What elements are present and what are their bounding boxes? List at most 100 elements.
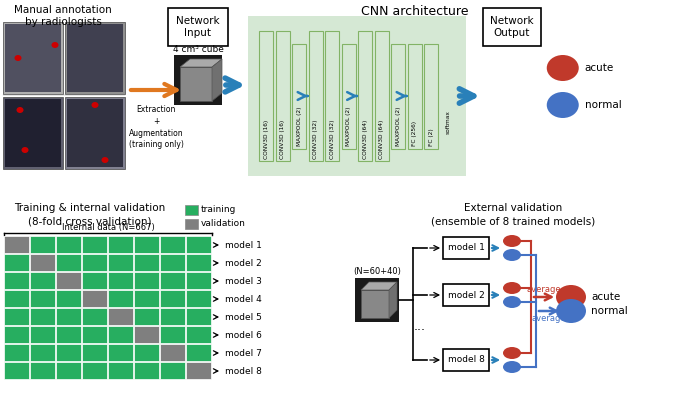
Bar (56, 290, 81, 307)
Bar (30, 236, 55, 253)
Text: FC (2): FC (2) (429, 129, 434, 147)
Polygon shape (180, 59, 222, 67)
Bar (276, 31, 290, 161)
Text: model 1: model 1 (447, 244, 484, 253)
Bar (424, 44, 438, 148)
Polygon shape (212, 59, 222, 101)
Bar (160, 272, 185, 289)
Bar (3, 97, 63, 169)
Bar (65, 22, 125, 94)
Bar (443, 284, 489, 306)
Bar (67, 99, 123, 167)
Bar (292, 44, 306, 148)
Bar (134, 362, 159, 379)
Text: training: training (201, 206, 236, 215)
Bar (186, 290, 211, 307)
Text: CONV3D (32): CONV3D (32) (329, 120, 335, 159)
Bar (5, 24, 61, 92)
Bar (186, 326, 211, 343)
Bar (82, 362, 107, 379)
Bar (108, 326, 133, 343)
Text: softmax: softmax (445, 110, 450, 134)
Text: (N=60+40): (N=60+40) (353, 267, 401, 276)
Bar (174, 55, 222, 105)
Text: MAXPOOL (2): MAXPOOL (2) (346, 107, 351, 147)
Bar (358, 31, 372, 161)
Bar (160, 254, 185, 271)
Bar (4, 290, 29, 307)
Text: model 8: model 8 (447, 356, 484, 364)
Ellipse shape (503, 282, 521, 294)
Bar (160, 236, 185, 253)
Text: Network
Input: Network Input (176, 16, 220, 38)
Ellipse shape (14, 55, 21, 61)
Bar (134, 236, 159, 253)
Bar (67, 24, 123, 92)
Bar (4, 308, 29, 325)
Bar (4, 236, 29, 253)
Bar (160, 344, 185, 361)
Text: Training & internal validation
(8-fold cross validation): Training & internal validation (8-fold c… (14, 203, 166, 226)
Text: Network
Output: Network Output (490, 16, 534, 38)
Bar (186, 362, 211, 379)
Text: FC (256): FC (256) (412, 122, 417, 147)
Bar (82, 326, 107, 343)
Text: External validation
(ensemble of 8 trained models): External validation (ensemble of 8 train… (431, 203, 595, 226)
Bar (160, 362, 185, 379)
Text: ...: ... (414, 320, 426, 333)
Text: CONV3D (64): CONV3D (64) (379, 120, 384, 159)
Bar (56, 236, 81, 253)
Ellipse shape (556, 285, 586, 309)
Ellipse shape (503, 249, 521, 261)
Text: average: average (527, 285, 561, 294)
Bar (108, 344, 133, 361)
Bar (30, 308, 55, 325)
Text: model 3: model 3 (225, 276, 262, 286)
Bar (186, 272, 211, 289)
Bar (56, 254, 81, 271)
Bar (82, 254, 107, 271)
Ellipse shape (51, 42, 58, 48)
Bar (134, 308, 159, 325)
Bar (134, 290, 159, 307)
Bar (186, 254, 211, 271)
Bar (483, 8, 540, 46)
Ellipse shape (556, 299, 586, 323)
Text: 4 cm³ cube: 4 cm³ cube (173, 44, 223, 53)
Ellipse shape (92, 102, 99, 108)
Bar (186, 344, 211, 361)
Text: model 4: model 4 (225, 295, 262, 303)
Text: model 5: model 5 (225, 312, 262, 322)
Bar (4, 326, 29, 343)
Bar (108, 236, 133, 253)
Bar (4, 344, 29, 361)
Bar (108, 362, 133, 379)
Text: MAXPOOL (2): MAXPOOL (2) (297, 107, 302, 147)
Text: Internal data (N=667): Internal data (N=667) (62, 223, 154, 232)
Ellipse shape (503, 347, 521, 359)
Bar (186, 308, 211, 325)
Bar (30, 362, 55, 379)
Bar (56, 362, 81, 379)
Bar (325, 31, 339, 161)
Bar (108, 308, 133, 325)
Bar (82, 272, 107, 289)
Ellipse shape (21, 147, 29, 153)
Bar (56, 344, 81, 361)
Bar (82, 236, 107, 253)
Bar (134, 254, 159, 271)
Bar (134, 344, 159, 361)
Bar (186, 236, 211, 253)
Text: model 7: model 7 (225, 348, 262, 358)
Bar (168, 8, 228, 46)
Bar (65, 97, 125, 169)
Ellipse shape (503, 296, 521, 308)
Text: CONV3D (16): CONV3D (16) (264, 120, 269, 159)
Bar (30, 326, 55, 343)
Bar (56, 308, 81, 325)
Bar (82, 308, 107, 325)
Text: acute: acute (591, 292, 620, 302)
Bar (4, 272, 29, 289)
Bar (30, 272, 55, 289)
Text: model 2: model 2 (225, 259, 262, 268)
